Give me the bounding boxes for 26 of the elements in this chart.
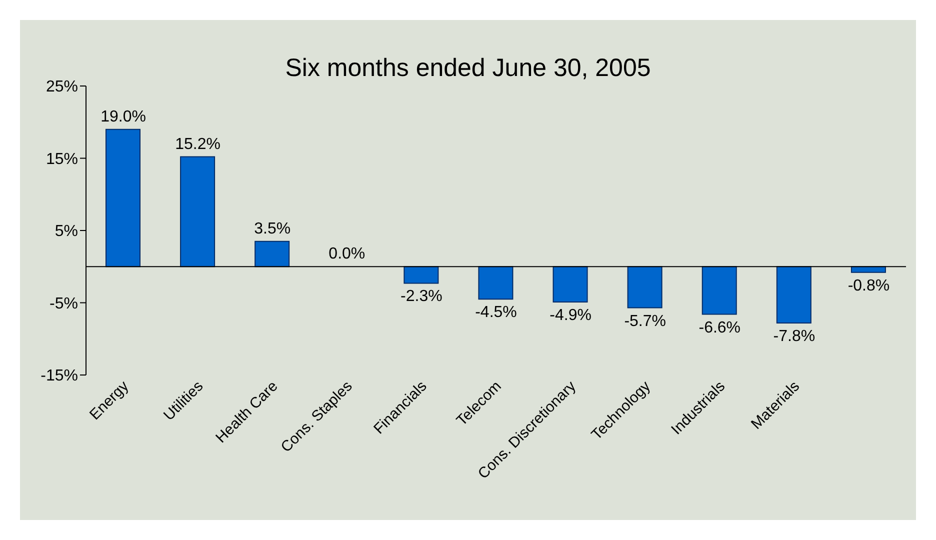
y-tick-label: 25% <box>46 78 78 96</box>
data-label: -4.5% <box>475 304 517 322</box>
bar <box>404 266 439 284</box>
bar <box>702 266 737 315</box>
bar <box>552 266 588 303</box>
data-label: 15.2% <box>175 136 221 153</box>
data-label: 3.5% <box>254 220 291 238</box>
data-label: 0.0% <box>328 246 366 263</box>
bar <box>254 240 290 268</box>
data-label: -7.8% <box>773 328 816 345</box>
data-label: -6.6% <box>698 319 741 336</box>
y-tick-label: 15% <box>46 150 78 168</box>
chart-title: Six months ended June 30, 2005 <box>285 54 651 82</box>
bar <box>106 128 140 268</box>
data-label: -5.7% <box>624 312 666 330</box>
y-tick-label: 5% <box>54 223 78 240</box>
bar <box>180 156 216 268</box>
y-tick-label: -15% <box>40 368 78 385</box>
data-label: -4.9% <box>550 307 592 324</box>
bar <box>776 266 812 324</box>
data-label: -2.3% <box>400 288 442 306</box>
bar <box>627 266 662 308</box>
y-tick-label: -5% <box>50 295 78 312</box>
data-label: 19.0% <box>100 108 146 126</box>
data-label: -0.8% <box>848 277 890 294</box>
bar <box>478 266 514 300</box>
